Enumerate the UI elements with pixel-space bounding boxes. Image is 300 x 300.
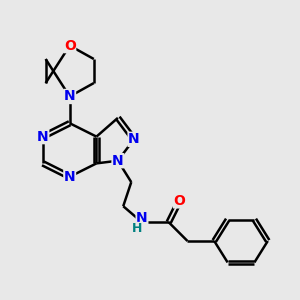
Text: O: O (64, 39, 76, 52)
Text: N: N (64, 89, 76, 103)
Text: N: N (37, 130, 49, 144)
Text: H: H (132, 223, 142, 236)
Text: N: N (136, 211, 148, 225)
Text: N: N (128, 132, 140, 146)
Text: O: O (173, 194, 185, 208)
Text: N: N (112, 154, 124, 168)
Text: N: N (64, 170, 76, 184)
